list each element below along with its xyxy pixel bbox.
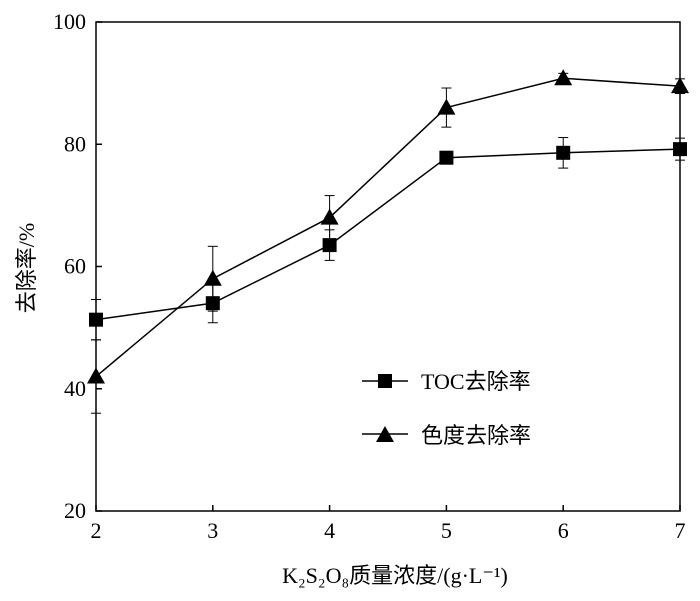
x-tick-label: 5 xyxy=(441,518,452,543)
legend-square-marker xyxy=(378,374,392,388)
series-layer xyxy=(87,69,689,414)
data-point-triangle xyxy=(437,98,456,115)
y-tick-label: 20 xyxy=(64,498,86,523)
data-point-triangle xyxy=(554,69,573,86)
x-tick-label: 6 xyxy=(558,518,569,543)
data-point-triangle xyxy=(671,77,689,94)
data-point-triangle xyxy=(87,367,105,384)
legend-label-toc: TOC去除率 xyxy=(421,369,531,394)
series-line xyxy=(95,148,681,321)
data-point-square xyxy=(322,238,337,253)
data-point-square xyxy=(556,145,571,160)
series-color xyxy=(87,69,689,414)
x-tick-label: 3 xyxy=(207,518,218,543)
y-axis-ticks: 20 40 60 80 100 xyxy=(53,9,102,523)
y-tick-label: 100 xyxy=(53,9,86,34)
x-tick-label: 4 xyxy=(324,518,335,543)
y-tick-label: 40 xyxy=(64,376,86,401)
legend-triangle-marker xyxy=(376,426,394,442)
y-tick-label: 60 xyxy=(64,254,86,279)
legend-label-color: 色度去除率 xyxy=(421,423,531,448)
series-line xyxy=(95,77,681,378)
x-axis-label: K₂S₂O₈质量浓度/(g·L⁻¹) xyxy=(282,563,508,588)
y-axis-label: 去除率/% xyxy=(14,223,39,313)
data-point-triangle xyxy=(320,208,339,225)
data-point-triangle xyxy=(203,269,222,286)
y-tick-label: 80 xyxy=(64,131,86,156)
data-point-square xyxy=(673,142,687,157)
x-tick-label: 2 xyxy=(91,518,102,543)
x-tick-label: 7 xyxy=(675,518,686,543)
legend: TOC去除率 色度去除率 xyxy=(362,369,531,448)
series-toc xyxy=(89,137,687,341)
data-point-square xyxy=(89,312,103,327)
x-axis-ticks: 2 3 4 5 6 7 xyxy=(91,505,686,543)
data-point-square xyxy=(439,150,454,165)
